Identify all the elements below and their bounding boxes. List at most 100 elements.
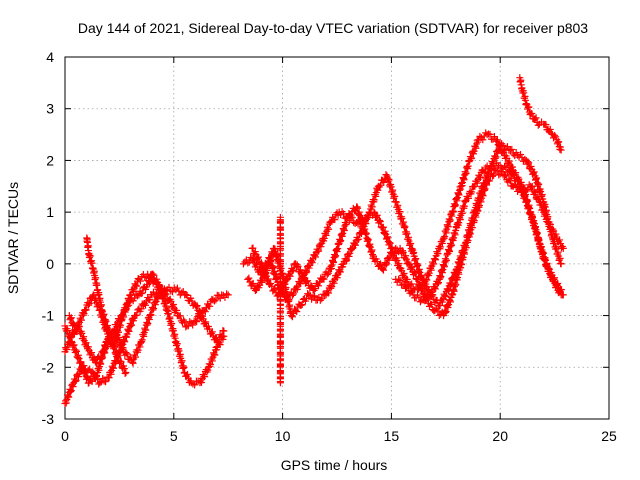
- data-point: [555, 138, 563, 146]
- data-point: [137, 290, 145, 298]
- data-point: [129, 359, 137, 367]
- data-point: [556, 288, 564, 296]
- data-point: [446, 297, 454, 305]
- data-point: [442, 308, 450, 316]
- data-point: [133, 282, 141, 290]
- data-point: [373, 211, 381, 219]
- data-point: [129, 288, 137, 296]
- data-point: [379, 223, 387, 231]
- data-point: [113, 353, 121, 361]
- data-point: [315, 282, 323, 290]
- data-point: [80, 310, 88, 318]
- data-point: [66, 330, 74, 338]
- data-point: [67, 388, 75, 396]
- data-point: [288, 313, 296, 321]
- data-point: [428, 291, 436, 299]
- data-point: [70, 341, 78, 349]
- data-point: [388, 243, 396, 251]
- data-point: [376, 218, 384, 226]
- data-point: [382, 171, 390, 179]
- data-point: [557, 260, 565, 268]
- data-point: [107, 370, 115, 378]
- data-point: [543, 215, 551, 223]
- data-point: [257, 260, 265, 268]
- data-point: [501, 162, 509, 170]
- data-point: [117, 339, 125, 347]
- data-point: [503, 143, 511, 151]
- data-point: [216, 294, 224, 302]
- data-point: [138, 289, 146, 297]
- data-point: [395, 275, 403, 283]
- data-point: [64, 392, 72, 400]
- data-point: [254, 254, 262, 262]
- data-point: [402, 252, 410, 260]
- data-point: [408, 288, 416, 296]
- data-point: [176, 312, 184, 320]
- data-point: [75, 322, 83, 330]
- data-point: [527, 163, 535, 171]
- data-point: [281, 280, 289, 288]
- data-point: [518, 187, 526, 195]
- data-point: [526, 111, 534, 119]
- data-point: [419, 296, 427, 304]
- x-tick-label: 20: [492, 428, 508, 444]
- data-point: [494, 149, 502, 157]
- data-point: [245, 258, 253, 266]
- data-point: [91, 373, 99, 381]
- data-point: [431, 284, 439, 292]
- data-point: [137, 305, 145, 313]
- data-point: [499, 141, 507, 149]
- data-point: [293, 261, 301, 269]
- data-point: [494, 146, 502, 154]
- data-point: [264, 275, 272, 283]
- y-tick-label: -1: [42, 308, 55, 324]
- data-point: [508, 163, 516, 171]
- data-point: [67, 387, 75, 395]
- y-tick-label: -3: [42, 411, 55, 427]
- data-point: [260, 265, 268, 273]
- data-point: [69, 319, 77, 327]
- data-point: [545, 265, 553, 273]
- x-axis: 0 5 10 15 20 25: [61, 57, 617, 444]
- data-point: [519, 186, 527, 194]
- data-point: [136, 277, 144, 285]
- data-point: [224, 291, 232, 299]
- data-point: [516, 181, 524, 189]
- data-point: [192, 303, 200, 311]
- y-tick-label: 4: [46, 49, 54, 65]
- data-point: [317, 243, 325, 251]
- data-point: [505, 157, 513, 165]
- data-point: [183, 291, 191, 299]
- data-point: [293, 285, 301, 293]
- data-point: [136, 343, 144, 351]
- data-point: [333, 274, 341, 282]
- data-point: [557, 291, 565, 299]
- data-point: [407, 287, 415, 295]
- data-point: [396, 276, 404, 284]
- data-point: [300, 271, 308, 279]
- data-point: [150, 304, 158, 312]
- data-point: [304, 277, 312, 285]
- data-point: [493, 166, 501, 174]
- data-point: [554, 138, 562, 146]
- data-point: [311, 252, 319, 260]
- data-point: [383, 260, 391, 268]
- data-point: [476, 173, 484, 181]
- data-point: [173, 284, 181, 292]
- data-point: [403, 275, 411, 283]
- data-point: [492, 153, 500, 161]
- data-point: [351, 241, 359, 249]
- data-point: [514, 177, 522, 185]
- data-point: [251, 248, 259, 256]
- data-point: [414, 275, 422, 283]
- data-point: [183, 370, 191, 378]
- data-point: [67, 314, 75, 322]
- data-point: [434, 250, 442, 258]
- data-point: [542, 121, 550, 129]
- data-point: [521, 193, 529, 201]
- data-point: [528, 109, 536, 117]
- data-point: [402, 255, 410, 263]
- data-point: [109, 364, 117, 372]
- data-point: [364, 213, 372, 221]
- data-point: [442, 292, 450, 300]
